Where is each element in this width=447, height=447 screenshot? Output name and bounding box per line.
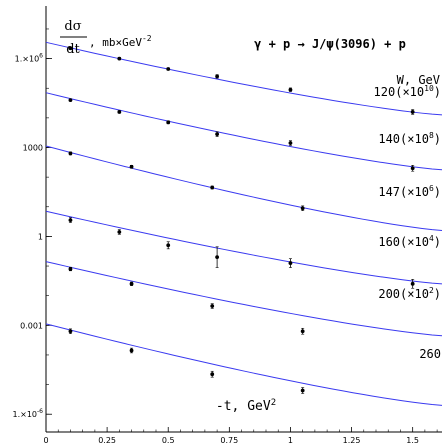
- data-point: [288, 261, 293, 265]
- data-point: [300, 206, 305, 211]
- series-curve-1: [45, 92, 443, 171]
- series-label: 140(×108): [378, 131, 441, 146]
- chart-title: γ + p → J/ψ(3096) + p: [254, 37, 406, 51]
- y-tick-label: 1: [38, 232, 43, 241]
- data-point: [68, 267, 73, 271]
- data-point: [210, 372, 215, 377]
- series-curve-5: [45, 323, 443, 406]
- series-label: 200(×102): [378, 286, 441, 301]
- data-point: [129, 348, 134, 353]
- data-point: [129, 281, 134, 286]
- series-label: 160(×104): [378, 234, 441, 249]
- data-point: [410, 110, 415, 114]
- data-point: [215, 255, 220, 260]
- x-tick-label: 1.25: [343, 436, 361, 445]
- y-tick-label: 1000: [23, 144, 43, 153]
- data-point: [117, 230, 122, 234]
- ylabel-denominator: dt: [66, 42, 80, 57]
- data-point: [68, 329, 73, 334]
- data-point: [288, 87, 293, 92]
- legend-header: W, GeV: [397, 73, 440, 87]
- data-point: [68, 98, 73, 102]
- data-point: [129, 164, 134, 169]
- data-point: [410, 281, 415, 286]
- data-point: [166, 67, 171, 71]
- series-curve-3: [45, 210, 443, 285]
- series-curve-2: [45, 145, 443, 231]
- data-point: [166, 243, 171, 248]
- data-point: [210, 185, 215, 190]
- data-point: [166, 120, 171, 125]
- series-curve-4: [45, 261, 443, 337]
- x-tick-label: 0.25: [98, 436, 116, 445]
- data-point: [215, 132, 220, 137]
- x-tick-label: 1.5: [406, 436, 419, 445]
- data-point: [410, 166, 415, 171]
- x-tick-label: 0.75: [220, 436, 238, 445]
- y-tick-label: 1.×106: [15, 53, 44, 64]
- y-tick-label: 1.×10-6: [13, 408, 44, 419]
- data-point: [288, 141, 293, 145]
- x-tick-label: 0.5: [162, 436, 175, 445]
- data-point: [117, 56, 122, 61]
- data-point: [210, 304, 215, 308]
- x-axis-label: -t, GeV2: [216, 398, 276, 414]
- series-label: 120(×1010): [374, 84, 441, 99]
- data-point: [68, 151, 73, 156]
- data-point: [300, 329, 305, 334]
- data-point: [117, 110, 122, 114]
- data-point: [68, 46, 73, 51]
- data-point: [300, 388, 305, 393]
- series-label: 147(×106): [378, 184, 441, 199]
- ylabel-unit: , mb×GeV-2: [89, 34, 152, 49]
- series-curve-0: [45, 41, 443, 116]
- series-label: 260: [419, 347, 441, 361]
- data-point: [215, 74, 220, 79]
- x-tick-label: 1: [288, 436, 293, 445]
- y-tick-label: 0.001: [20, 321, 43, 330]
- data-point: [68, 218, 73, 223]
- x-tick-label: 0: [43, 436, 48, 445]
- ylabel-numerator: dσ: [64, 19, 81, 34]
